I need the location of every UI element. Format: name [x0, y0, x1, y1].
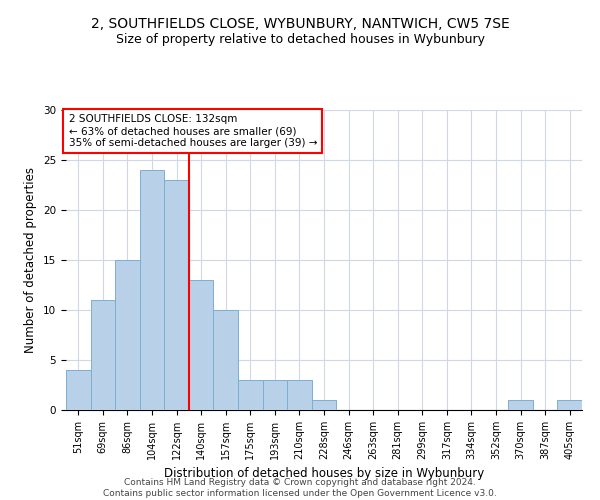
- Bar: [66, 370, 91, 410]
- Bar: [91, 300, 115, 410]
- Bar: [214, 310, 238, 410]
- Bar: [287, 380, 312, 410]
- Text: Contains HM Land Registry data © Crown copyright and database right 2024.
Contai: Contains HM Land Registry data © Crown c…: [103, 478, 497, 498]
- Bar: [164, 180, 189, 410]
- Bar: [189, 280, 214, 410]
- Bar: [557, 400, 582, 410]
- Bar: [312, 400, 336, 410]
- Bar: [263, 380, 287, 410]
- Y-axis label: Number of detached properties: Number of detached properties: [25, 167, 37, 353]
- Bar: [508, 400, 533, 410]
- X-axis label: Distribution of detached houses by size in Wybunbury: Distribution of detached houses by size …: [164, 468, 484, 480]
- Text: Size of property relative to detached houses in Wybunbury: Size of property relative to detached ho…: [115, 32, 485, 46]
- Bar: [238, 380, 263, 410]
- Text: 2, SOUTHFIELDS CLOSE, WYBUNBURY, NANTWICH, CW5 7SE: 2, SOUTHFIELDS CLOSE, WYBUNBURY, NANTWIC…: [91, 18, 509, 32]
- Bar: [140, 170, 164, 410]
- Text: 2 SOUTHFIELDS CLOSE: 132sqm
← 63% of detached houses are smaller (69)
35% of sem: 2 SOUTHFIELDS CLOSE: 132sqm ← 63% of det…: [68, 114, 317, 148]
- Bar: [115, 260, 140, 410]
